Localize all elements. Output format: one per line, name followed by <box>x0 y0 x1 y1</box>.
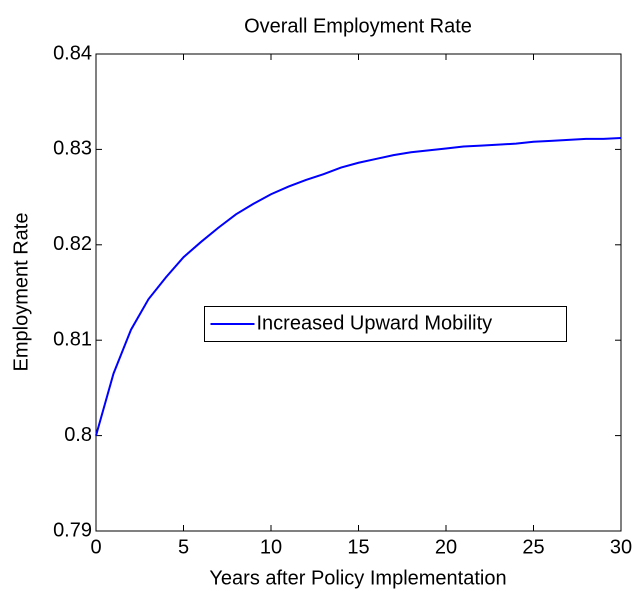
x-tick-label: 30 <box>610 536 632 558</box>
y-tick-label: 0.83 <box>53 138 92 160</box>
x-tick-label: 20 <box>435 536 457 558</box>
x-axis-label: Years after Policy Implementation <box>209 567 506 589</box>
chart-title: Overall Employment Rate <box>244 15 472 37</box>
y-tick-label: 0.8 <box>64 424 92 446</box>
y-tick-label: 0.84 <box>53 42 92 64</box>
y-axis-label: Employment Rate <box>10 213 32 372</box>
x-tick-label: 25 <box>522 536 544 558</box>
legend-label: Increased Upward Mobility <box>257 312 493 334</box>
x-tick-label: 0 <box>90 536 101 558</box>
y-tick-label: 0.82 <box>53 233 92 255</box>
x-tick-label: 5 <box>178 536 189 558</box>
y-tick-label: 0.79 <box>53 519 92 541</box>
line <box>95 136 622 436</box>
x-tick-label: 15 <box>347 536 369 558</box>
y-tick-label: 0.81 <box>53 328 92 350</box>
legend-box <box>204 306 567 342</box>
x-tick-label: 10 <box>260 536 282 558</box>
